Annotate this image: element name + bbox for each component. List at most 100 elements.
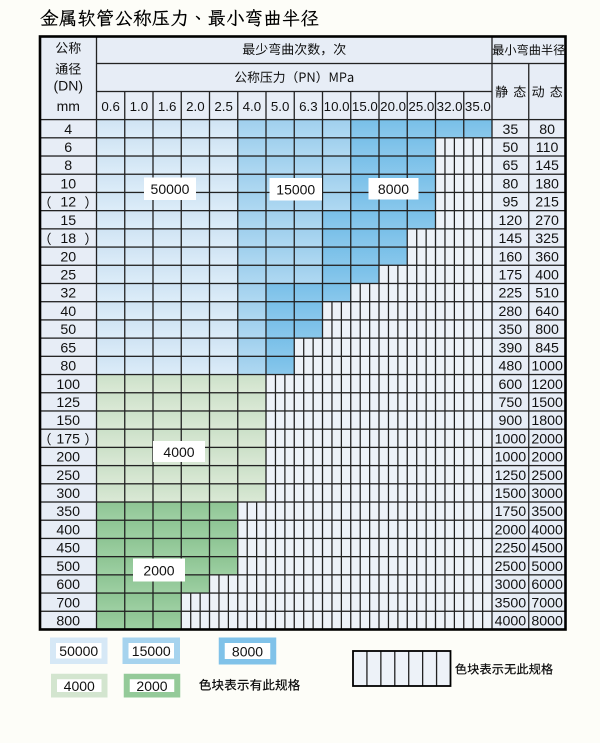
svg-text:5000: 5000 [531,559,563,575]
svg-text:2500: 2500 [495,559,527,575]
svg-text:65: 65 [502,158,518,174]
svg-text:640: 640 [535,304,559,320]
svg-text:50: 50 [502,140,518,156]
svg-text:35: 35 [502,122,518,138]
svg-text:325: 325 [535,231,559,247]
svg-text:15.0: 15.0 [352,99,378,114]
svg-text:4: 4 [64,122,72,138]
svg-text:800: 800 [56,613,80,629]
svg-text:160: 160 [499,249,523,265]
svg-text:50000: 50000 [151,181,190,197]
svg-text:8000: 8000 [531,613,563,629]
svg-text:6000: 6000 [531,577,563,593]
svg-text:80: 80 [502,176,518,192]
svg-text:225: 225 [499,286,523,302]
svg-text:1500: 1500 [495,486,527,502]
svg-text:1250: 1250 [495,468,527,484]
svg-text:125: 125 [56,395,80,411]
svg-text:1000: 1000 [495,431,527,447]
svg-text:390: 390 [499,340,523,356]
svg-text:7000: 7000 [531,595,563,611]
svg-text:50: 50 [60,322,76,338]
svg-text:8000: 8000 [232,643,263,659]
svg-text:40: 40 [60,304,76,320]
svg-text:12: 12 [60,195,76,211]
svg-text:80: 80 [539,122,555,138]
svg-text:80: 80 [60,359,76,375]
svg-text:845: 845 [535,340,559,356]
svg-text:2000: 2000 [531,431,563,447]
svg-text:500: 500 [56,559,80,575]
svg-text:6.3: 6.3 [299,99,318,114]
svg-text:2.0: 2.0 [186,99,205,114]
svg-text:180: 180 [535,176,559,192]
svg-text:175: 175 [56,431,80,447]
svg-text:350: 350 [56,504,80,520]
svg-text:15000: 15000 [276,182,315,198]
svg-text:150: 150 [56,413,80,429]
svg-text:20.0: 20.0 [380,99,406,114]
svg-text:0.6: 0.6 [101,99,120,114]
svg-text:4000: 4000 [531,522,563,538]
svg-text:360: 360 [535,249,559,265]
svg-text:800: 800 [535,322,559,338]
svg-text:32: 32 [60,286,76,302]
svg-text:4000: 4000 [163,444,194,460]
svg-text:3500: 3500 [531,504,563,520]
svg-text:450: 450 [56,541,80,557]
svg-text:2250: 2250 [495,541,527,557]
svg-text:250: 250 [56,468,80,484]
svg-text:2500: 2500 [531,468,563,484]
svg-text:145: 145 [499,231,523,247]
svg-text:1500: 1500 [531,395,563,411]
svg-text:350: 350 [499,322,523,338]
svg-text:300: 300 [56,486,80,502]
svg-text:270: 270 [535,213,559,229]
svg-text:1800: 1800 [531,413,563,429]
svg-text:400: 400 [535,267,559,283]
svg-text:200: 200 [56,450,80,466]
svg-text:400: 400 [56,522,80,538]
svg-text:65: 65 [60,340,76,356]
svg-text:1.0: 1.0 [130,99,149,114]
svg-text:700: 700 [56,595,80,611]
svg-text:(DN): (DN) [53,78,83,94]
svg-text:2000: 2000 [143,562,174,578]
svg-text:120: 120 [499,213,523,229]
svg-text:4000: 4000 [495,613,527,629]
svg-text:18: 18 [60,231,76,247]
svg-text:6: 6 [64,140,72,156]
svg-text:1000: 1000 [531,359,563,375]
svg-text:145: 145 [535,158,559,174]
svg-text:110: 110 [536,140,559,156]
svg-text:8: 8 [64,158,72,174]
svg-text:10.0: 10.0 [324,99,350,114]
svg-text:600: 600 [56,577,80,593]
svg-text:900: 900 [499,413,523,429]
svg-text:215: 215 [535,195,559,211]
svg-text:4500: 4500 [531,541,563,557]
svg-text:1750: 1750 [495,504,527,520]
svg-text:1.6: 1.6 [158,99,177,114]
svg-text:280: 280 [499,304,523,320]
svg-text:25.0: 25.0 [408,99,434,114]
svg-text:100: 100 [56,377,80,393]
svg-text:32.0: 32.0 [437,99,463,114]
svg-text:1000: 1000 [495,450,527,466]
svg-text:8000: 8000 [378,181,409,197]
svg-text:mm: mm [57,98,80,114]
svg-text:15: 15 [60,213,76,229]
svg-text:175: 175 [499,267,523,283]
svg-text:35.0: 35.0 [465,99,491,114]
svg-text:600: 600 [499,377,523,393]
svg-text:2.5: 2.5 [214,99,233,114]
svg-text:3000: 3000 [495,577,527,593]
svg-text:1200: 1200 [531,377,563,393]
svg-text:50000: 50000 [59,643,98,659]
svg-text:3000: 3000 [531,486,563,502]
svg-text:2000: 2000 [495,522,527,538]
svg-text:20: 20 [60,249,76,265]
svg-text:5.0: 5.0 [271,99,290,114]
svg-text:10: 10 [60,176,76,192]
svg-text:2000: 2000 [136,678,167,694]
